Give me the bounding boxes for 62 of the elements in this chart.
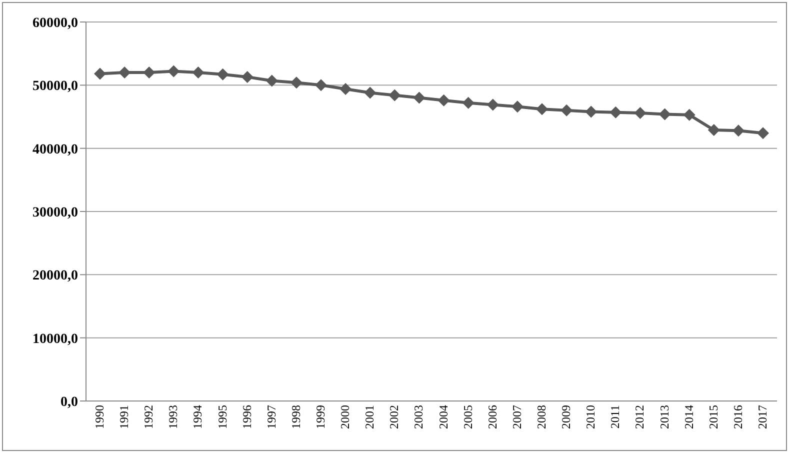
x-tick-label: 2008 bbox=[534, 405, 549, 429]
y-tick-label: 0,0 bbox=[60, 394, 78, 410]
point bbox=[511, 100, 524, 113]
x-tick-label: 2011 bbox=[608, 405, 622, 429]
x-tick-label: 2013 bbox=[657, 405, 672, 429]
point bbox=[168, 65, 180, 78]
x-tick-label: 2004 bbox=[436, 405, 450, 429]
point bbox=[560, 104, 573, 116]
point bbox=[486, 98, 499, 111]
point bbox=[290, 76, 302, 89]
x-tick-label: 2000 bbox=[338, 405, 352, 429]
y-tick-label: 30000,0 bbox=[32, 205, 78, 220]
x-tick-label: 2012 bbox=[632, 405, 647, 429]
point bbox=[757, 127, 769, 140]
x-tick-label: 1997 bbox=[264, 405, 278, 429]
point bbox=[216, 68, 229, 80]
point bbox=[634, 106, 646, 119]
point bbox=[315, 79, 327, 92]
x-tick-label: 1999 bbox=[314, 405, 328, 429]
y-tick-label: 20000,0 bbox=[32, 268, 78, 284]
point bbox=[438, 94, 450, 106]
point bbox=[340, 82, 352, 95]
point bbox=[143, 66, 156, 79]
x-tick-label: 1996 bbox=[240, 405, 254, 429]
point bbox=[610, 106, 622, 118]
x-tick-label: 1991 bbox=[117, 405, 132, 429]
point bbox=[413, 92, 426, 104]
x-tick-label: 2015 bbox=[706, 405, 720, 429]
x-tick-label: 2007 bbox=[510, 405, 524, 429]
point bbox=[683, 108, 696, 121]
x-tick-label: 2010 bbox=[584, 405, 598, 429]
y-tick-label: 60000,0 bbox=[32, 16, 78, 31]
point bbox=[462, 96, 474, 109]
x-tick-label: 2016 bbox=[730, 405, 745, 429]
x-tick-label: 2006 bbox=[485, 405, 500, 429]
point bbox=[708, 124, 720, 136]
y-tick-label: 10000,0 bbox=[32, 332, 78, 347]
y-tick-label: 50000,0 bbox=[32, 79, 78, 94]
x-tick-label: 1990 bbox=[92, 405, 107, 429]
x-tick-label: 1992 bbox=[142, 405, 156, 429]
point bbox=[241, 70, 254, 83]
point bbox=[536, 103, 548, 116]
x-tick-label: 2002 bbox=[387, 405, 402, 429]
x-tick-label: 2017 bbox=[756, 405, 770, 429]
x-tick-label: 1993 bbox=[166, 405, 180, 429]
point bbox=[94, 68, 106, 80]
point bbox=[192, 66, 204, 79]
x-tick-label: 1994 bbox=[190, 405, 205, 429]
x-tick-label: 2001 bbox=[362, 405, 377, 429]
point bbox=[388, 89, 401, 102]
point bbox=[732, 124, 744, 137]
x-tick-label: 1995 bbox=[215, 405, 230, 429]
point bbox=[585, 106, 598, 118]
x-tick-label: 2014 bbox=[682, 405, 696, 429]
x-tick-label: 2003 bbox=[412, 405, 426, 429]
point bbox=[266, 74, 278, 87]
x-tick-label: 2009 bbox=[559, 405, 574, 429]
x-tick-label: 2005 bbox=[460, 405, 475, 429]
y-tick-label: 40000,0 bbox=[32, 142, 78, 158]
x-tick-label: 1998 bbox=[288, 405, 303, 429]
point bbox=[364, 86, 376, 99]
point bbox=[658, 108, 671, 120]
